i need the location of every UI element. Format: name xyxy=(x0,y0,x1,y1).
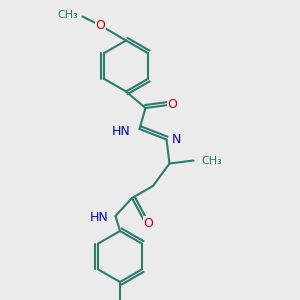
Text: HN: HN xyxy=(112,125,130,138)
Text: N: N xyxy=(172,133,181,146)
Text: HN: HN xyxy=(89,211,108,224)
Text: O: O xyxy=(96,19,105,32)
Text: CH₃: CH₃ xyxy=(201,155,222,166)
Text: CH₃: CH₃ xyxy=(57,10,78,20)
Text: O: O xyxy=(144,217,153,230)
Text: O: O xyxy=(168,98,177,112)
